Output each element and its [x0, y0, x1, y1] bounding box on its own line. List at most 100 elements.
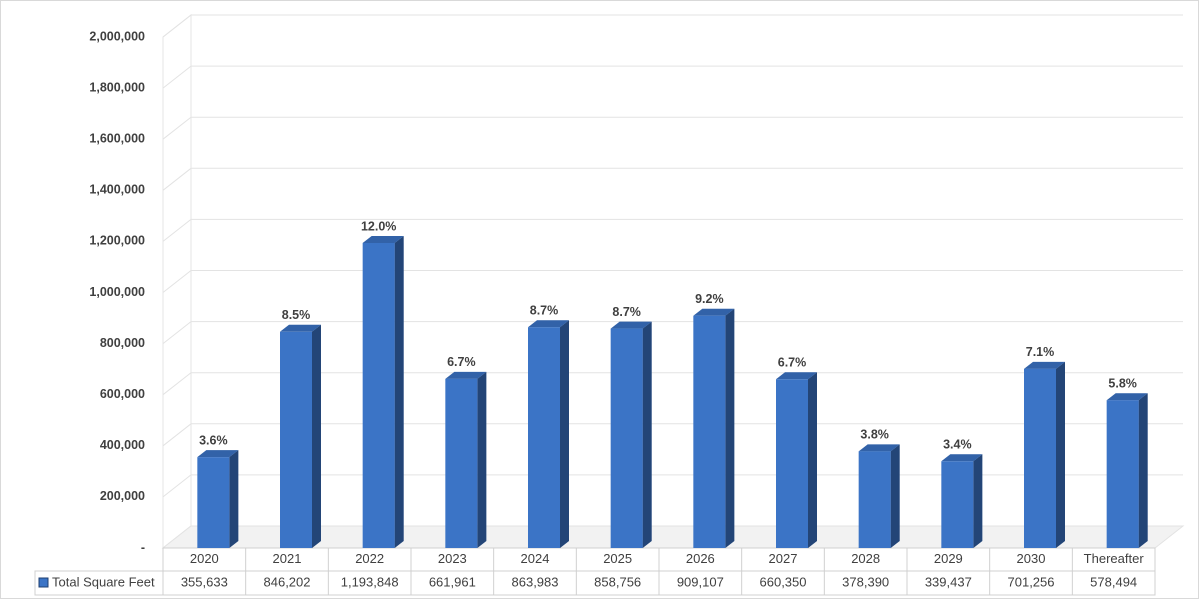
y-tick-label: 1,000,000 — [89, 285, 145, 299]
bar-side-shade — [642, 321, 652, 548]
table-value: 339,437 — [925, 574, 972, 589]
y-tick-label: 800,000 — [100, 336, 145, 350]
data-label: 8.7% — [612, 305, 641, 319]
bar-top — [610, 321, 652, 329]
bar — [362, 242, 395, 548]
bar-top-shade — [528, 320, 569, 328]
bar-top-shade — [1024, 361, 1065, 369]
y-tick-label: 600,000 — [100, 387, 145, 401]
table-row-border — [34, 570, 1156, 596]
table-value: 378,390 — [842, 574, 889, 589]
y-tick-label: 1,600,000 — [89, 131, 145, 145]
data-label: 9.2% — [695, 292, 724, 306]
bar-side-shade — [808, 372, 817, 548]
x-tick-label: 2030 — [1017, 551, 1046, 566]
legend-key — [38, 577, 49, 588]
y-tick-label: - — [141, 540, 145, 554]
bar-top — [941, 454, 983, 462]
x-tick-label: 2025 — [603, 551, 632, 566]
bar — [1024, 368, 1056, 548]
table-value: 846,202 — [264, 574, 311, 589]
bar-top-shade — [693, 308, 735, 316]
data-label: 7.1% — [1026, 345, 1055, 359]
bar — [445, 378, 478, 548]
bar-top — [445, 371, 487, 379]
bar-side — [1138, 393, 1148, 548]
bar-side-shade — [312, 324, 321, 548]
data-label: 3.4% — [943, 438, 972, 452]
bar-top-shade — [858, 444, 900, 452]
x-tick-label: 2024 — [521, 551, 550, 566]
bar-top-shade — [362, 235, 404, 243]
bar — [693, 315, 726, 548]
bar-top — [693, 308, 735, 316]
bar-top — [858, 444, 900, 452]
bar-side-shade — [229, 450, 239, 548]
bar-side — [808, 372, 817, 548]
grid-line — [162, 14, 1183, 38]
data-label: 6.7% — [447, 355, 476, 369]
bar-top — [280, 324, 321, 332]
bar-top — [197, 450, 239, 458]
bar — [528, 327, 560, 548]
bar-top — [1106, 393, 1148, 401]
bar — [197, 457, 230, 548]
bar-side-shade — [477, 371, 487, 548]
data-label: 8.7% — [530, 304, 559, 318]
grid-line — [162, 423, 1183, 447]
y-tick-label: 1,400,000 — [89, 183, 145, 197]
grid-line — [162, 167, 1183, 191]
x-tick-label: 2021 — [273, 551, 302, 566]
table-value: 660,350 — [760, 574, 807, 589]
bar-side-shade — [1056, 361, 1065, 548]
bar-top — [1024, 361, 1065, 369]
bar-side — [312, 324, 321, 548]
x-tick-label: 2020 — [190, 551, 219, 566]
bar — [610, 328, 643, 548]
bar-side — [725, 308, 735, 548]
bar-top-shade — [197, 450, 239, 458]
x-tick-label: 2023 — [438, 551, 467, 566]
bar-top — [528, 320, 569, 328]
bar-side-shade — [1138, 393, 1148, 548]
bar-top-shade — [280, 324, 321, 332]
table-value: 1,193,848 — [341, 574, 399, 589]
data-label: 12.0% — [361, 219, 396, 233]
x-tick-label: 2026 — [686, 551, 715, 566]
data-label: 5.8% — [1108, 376, 1137, 390]
table-value: 701,256 — [1008, 574, 1055, 589]
bar-top-shade — [941, 454, 983, 462]
bar-top-shade — [1106, 393, 1148, 401]
bar-top — [362, 235, 404, 243]
bar — [776, 379, 808, 548]
y-tick-label: 200,000 — [100, 489, 145, 503]
bar-side — [973, 454, 983, 548]
data-label: 6.7% — [778, 356, 807, 370]
grid-line — [162, 321, 1183, 344]
bar-top-shade — [445, 371, 487, 379]
bar-side-shade — [973, 454, 983, 548]
table-value: 578,494 — [1090, 574, 1137, 589]
table-value: 858,756 — [594, 574, 641, 589]
bar-side — [1056, 361, 1065, 548]
bar-side — [642, 321, 652, 548]
bar-side-shade — [890, 444, 900, 548]
bar-side-shade — [394, 235, 404, 548]
data-label: 3.8% — [860, 428, 889, 442]
x-tick-label: Thereafter — [1084, 551, 1145, 566]
grid-line — [162, 474, 1183, 498]
grid-line — [162, 372, 1183, 396]
y-tick-label: 400,000 — [100, 438, 145, 452]
y-tick-label: 1,200,000 — [89, 234, 145, 248]
bar-side — [229, 450, 239, 548]
bar — [280, 331, 312, 548]
grid-line — [162, 116, 1183, 140]
bar — [941, 461, 974, 548]
x-tick-label: 2029 — [934, 551, 963, 566]
legend-label: Total Square Feet — [52, 574, 155, 589]
bar-side — [560, 320, 569, 548]
grid-line — [162, 218, 1183, 242]
bar-side-shade — [725, 308, 735, 548]
bar-top-shade — [776, 372, 817, 380]
